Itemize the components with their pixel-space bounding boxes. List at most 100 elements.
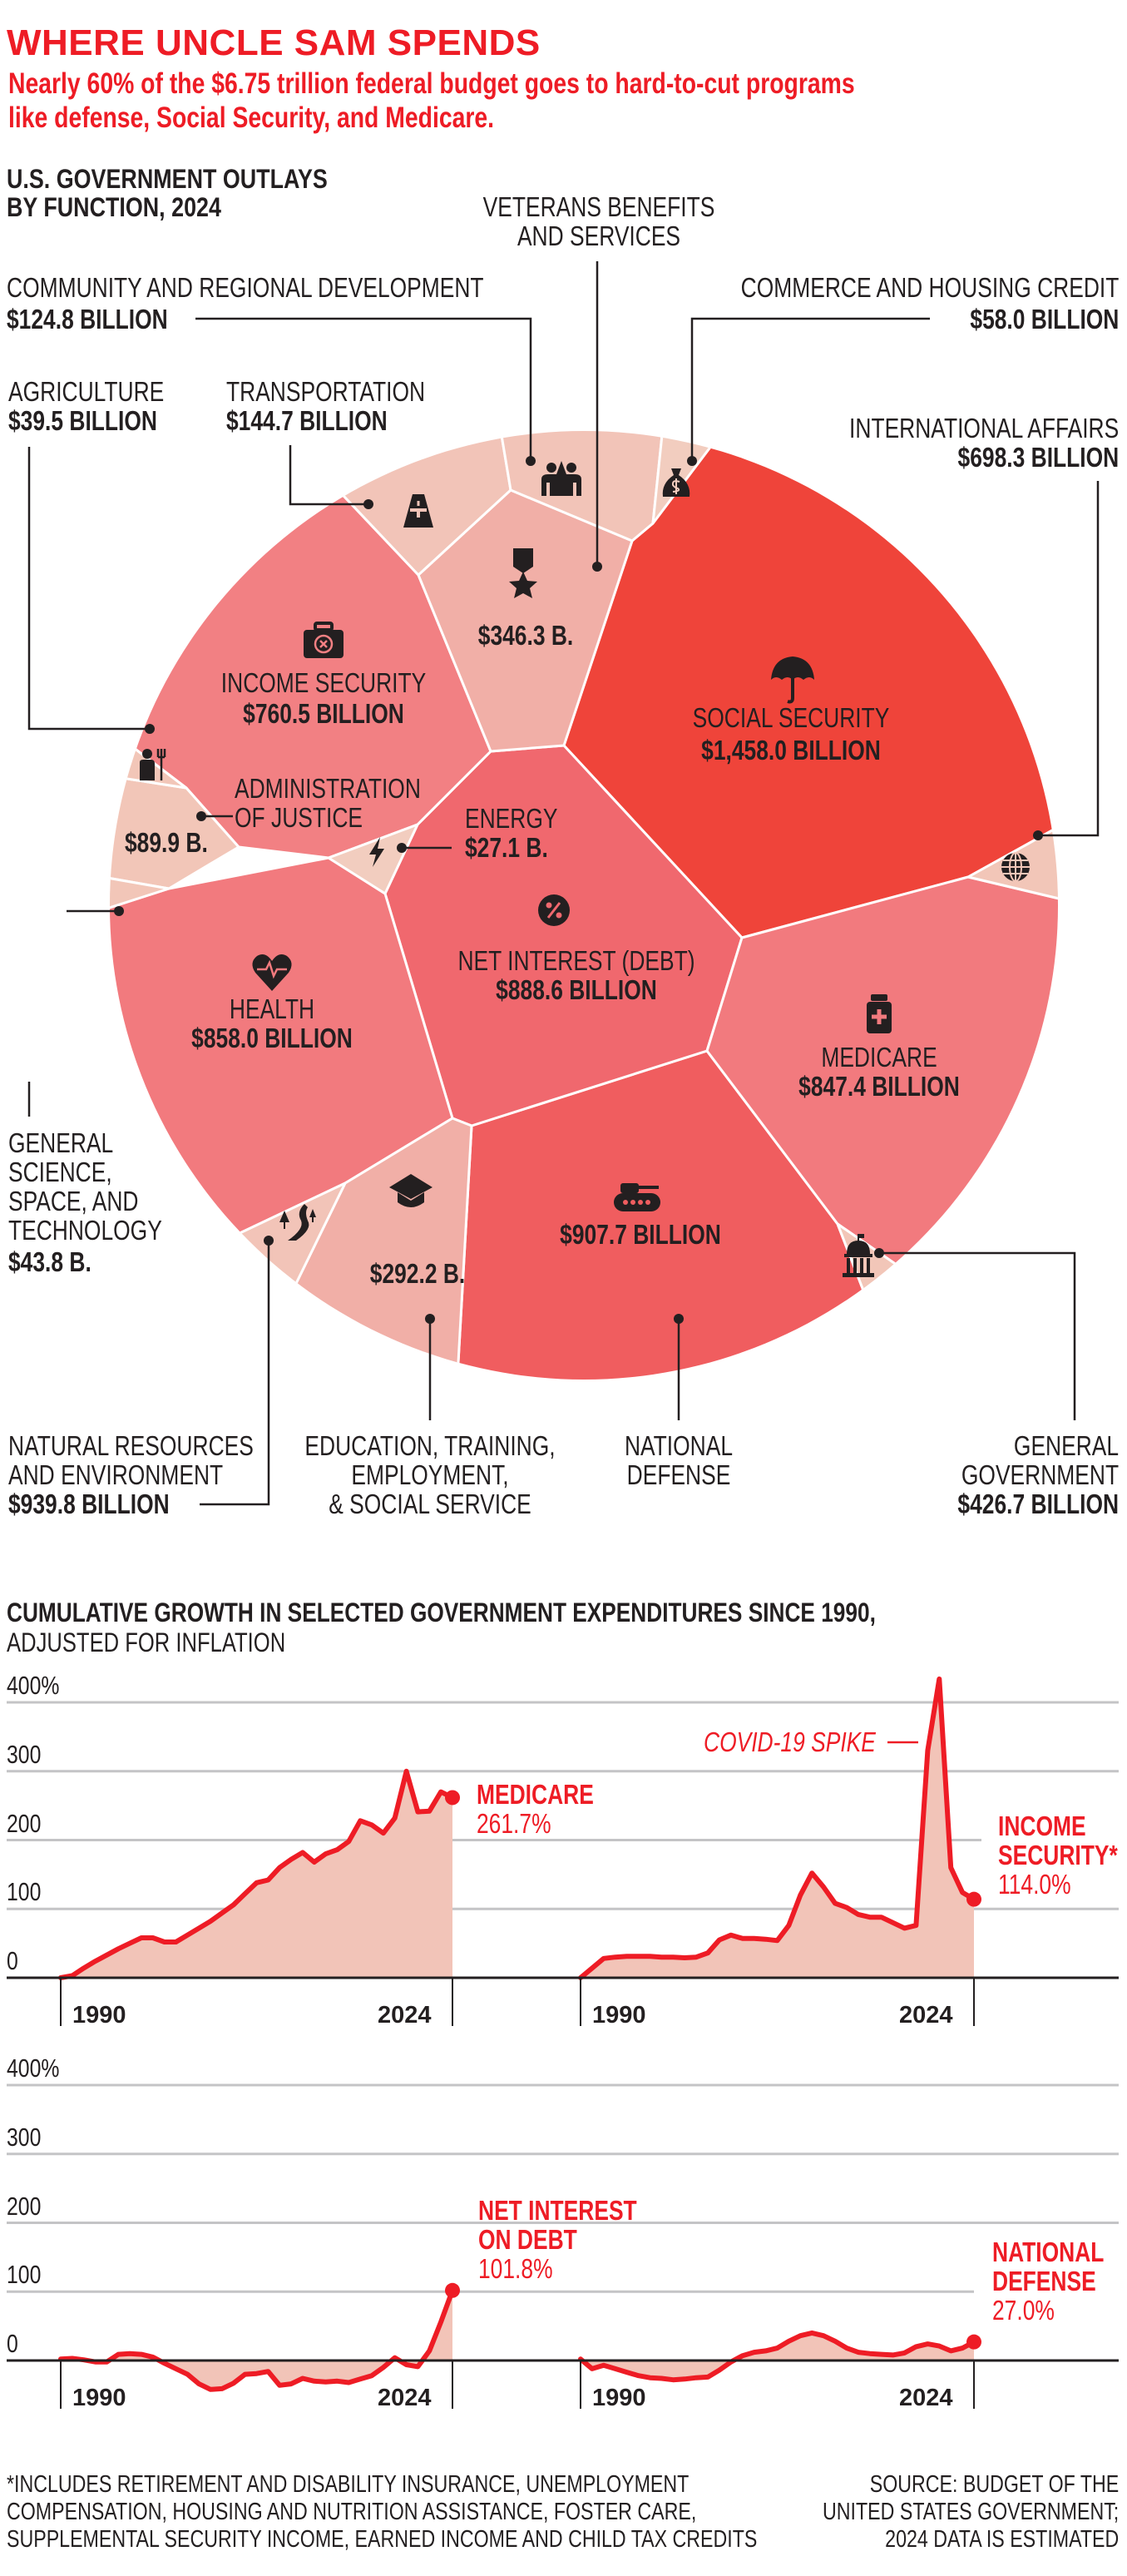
series-name: MEDICARE bbox=[477, 1779, 594, 1810]
label-commerce: COMMERCE AND HOUSING CREDIT $58.0 BILLIO… bbox=[740, 273, 1119, 334]
label-line: AND ENVIRONMENT bbox=[8, 1459, 224, 1490]
series-end-dot bbox=[966, 2334, 981, 2350]
y-tick-label: 0 bbox=[7, 1946, 18, 1975]
covid-annotation: COVID-19 SPIKE bbox=[704, 1726, 876, 1757]
footnote-line: *INCLUDES RETIREMENT AND DISABILITY INSU… bbox=[7, 2471, 690, 2498]
label-value: $760.5 BILLION bbox=[243, 698, 404, 729]
x-tick-label: 2024 bbox=[899, 2002, 953, 2029]
leader-dot bbox=[363, 499, 373, 509]
label-value: $939.8 BILLION bbox=[8, 1489, 170, 1519]
x-tick-label: 1990 bbox=[592, 2385, 646, 2411]
y-tick-label: 200 bbox=[7, 2191, 42, 2221]
label-value: $124.8 BILLION bbox=[7, 304, 168, 334]
growth-charts bbox=[7, 1676, 1119, 2409]
leader-dot bbox=[687, 456, 697, 466]
series-name: ON DEBT bbox=[478, 2224, 577, 2255]
leader-dot bbox=[264, 1236, 274, 1246]
label-general-government: GENERAL GOVERNMENT $426.7 BILLION bbox=[957, 1431, 1119, 1518]
label-value: $39.5 BILLION bbox=[8, 405, 157, 436]
label-line: TRANSPORTATION bbox=[226, 376, 426, 407]
label-line: AGRICULTURE bbox=[8, 376, 165, 407]
leader-dot bbox=[874, 1248, 884, 1258]
leader-dot bbox=[674, 1314, 684, 1324]
growth-subtitle: ADJUSTED FOR INFLATION bbox=[7, 1627, 286, 1657]
label-line: & SOCIAL SERVICE bbox=[329, 1489, 531, 1519]
series-name: DEFENSE bbox=[992, 2266, 1096, 2296]
label-natural-resources: NATURAL RESOURCES AND ENVIRONMENT $939.8… bbox=[8, 1431, 254, 1518]
x-tick-label: 2024 bbox=[378, 2002, 432, 2029]
footnote-line: SUPPLEMENTAL SECURITY INCOME, EARNED INC… bbox=[7, 2526, 758, 2553]
label-line: TECHNOLOGY bbox=[8, 1215, 162, 1246]
label-line: GENERAL bbox=[1013, 1430, 1119, 1461]
label-line: NATURAL RESOURCES bbox=[8, 1430, 254, 1461]
label-international: INTERNATIONAL AFFAIRS $698.3 BILLION bbox=[849, 414, 1119, 472]
series-end-value: 101.8% bbox=[478, 2253, 553, 2284]
label-education: EDUCATION, TRAINING, EMPLOYMENT, & SOCIA… bbox=[304, 1431, 555, 1518]
capitol-icon bbox=[843, 1234, 874, 1277]
label-medicare: MEDICARE $847.4 BILLION bbox=[798, 1043, 960, 1101]
label-national-defense: NATIONAL DEFENSE bbox=[625, 1431, 733, 1489]
series-end-dot bbox=[445, 2282, 460, 2298]
series-end-dot bbox=[445, 1790, 460, 1806]
series-line bbox=[58, 2287, 455, 2392]
source-note: SOURCE: BUDGET OF THE UNITED STATES GOVE… bbox=[823, 2471, 1119, 2554]
percent-icon bbox=[538, 894, 570, 926]
source-line: 2024 DATA IS ESTIMATED bbox=[884, 2526, 1119, 2553]
medicine-bottle-icon bbox=[867, 994, 892, 1033]
label-line: EMPLOYMENT, bbox=[351, 1459, 509, 1490]
leader-line bbox=[1038, 481, 1100, 837]
label-line: SPACE, AND bbox=[8, 1186, 139, 1216]
leader-dot bbox=[196, 811, 206, 821]
x-tick-label: 1990 bbox=[592, 2002, 646, 2029]
leader-line bbox=[200, 1241, 270, 1506]
series-name: SECURITY* bbox=[998, 1840, 1118, 1870]
label-line: NATIONAL bbox=[624, 1430, 734, 1461]
farmer-icon bbox=[140, 749, 166, 780]
label-justice: ADMINISTRATION OF JUSTICE bbox=[235, 774, 421, 832]
series-end-value: 261.7% bbox=[477, 1808, 551, 1839]
label-line: MEDICARE bbox=[821, 1042, 937, 1073]
label-agriculture: AGRICULTURE $39.5 BILLION bbox=[8, 377, 164, 435]
river-icon bbox=[279, 1204, 316, 1241]
x-tick-label: 1990 bbox=[72, 2002, 126, 2029]
x-tick-label: 2024 bbox=[899, 2385, 953, 2411]
label-line: OF JUSTICE bbox=[235, 802, 363, 833]
defense-series-label: NATIONAL DEFENSE 27.0% bbox=[992, 2237, 1104, 2325]
label-line: EDUCATION, TRAINING, bbox=[304, 1430, 556, 1461]
label-transportation: TRANSPORTATION $144.7 BILLION bbox=[226, 377, 425, 435]
label-general-science: GENERAL SCIENCE, SPACE, AND TECHNOLOGY $… bbox=[8, 1128, 162, 1276]
page-title: WHERE UNCLE SAM SPENDS bbox=[7, 22, 541, 63]
series-end-dot bbox=[966, 1891, 981, 1907]
tank-icon bbox=[614, 1183, 660, 1211]
label-line: SCIENCE, bbox=[8, 1157, 112, 1187]
label-value: $426.7 BILLION bbox=[957, 1489, 1119, 1519]
leader-line bbox=[195, 317, 532, 461]
label-community: COMMUNITY AND REGIONAL DEVELOPMENT $124.… bbox=[7, 273, 484, 334]
series-end-value: 27.0% bbox=[992, 2295, 1055, 2326]
money-bag-icon bbox=[662, 468, 690, 497]
label-income-security: INCOME SECURITY $760.5 BILLION bbox=[221, 668, 426, 728]
leader-dot bbox=[397, 843, 407, 853]
series-end-value: 114.0% bbox=[998, 1869, 1071, 1900]
label-line: DEFENSE bbox=[626, 1459, 731, 1490]
growth-title: CUMULATIVE GROWTH IN SELECTED GOVERNMENT… bbox=[7, 1598, 876, 1627]
leader-line bbox=[289, 445, 368, 506]
footnote: *INCLUDES RETIREMENT AND DISABILITY INSU… bbox=[7, 2471, 757, 2554]
series-line bbox=[578, 1676, 976, 1980]
label-line: ADMINISTRATION bbox=[235, 773, 421, 804]
income-security-series-label: INCOME SECURITY* 114.0% bbox=[998, 1811, 1118, 1899]
cell-icons bbox=[140, 461, 1030, 1277]
leader-dot bbox=[425, 1314, 435, 1324]
series-name: NET INTEREST bbox=[478, 2195, 637, 2226]
series-line bbox=[58, 1768, 455, 1980]
lightning-icon bbox=[369, 837, 384, 867]
label-line: HEALTH bbox=[229, 993, 315, 1024]
subtitle-line-2: like defense, Social Security, and Medic… bbox=[8, 102, 495, 134]
series-area bbox=[581, 2332, 974, 2380]
source-line: UNITED STATES GOVERNMENT; bbox=[822, 2499, 1119, 2525]
x-tick-label: 1990 bbox=[72, 2385, 126, 2411]
label-justice-value: $89.9 B. bbox=[125, 827, 208, 858]
label-social-security: SOCIAL SECURITY $1,458.0 BILLION bbox=[693, 703, 890, 765]
label-value: $43.8 B. bbox=[8, 1246, 91, 1277]
